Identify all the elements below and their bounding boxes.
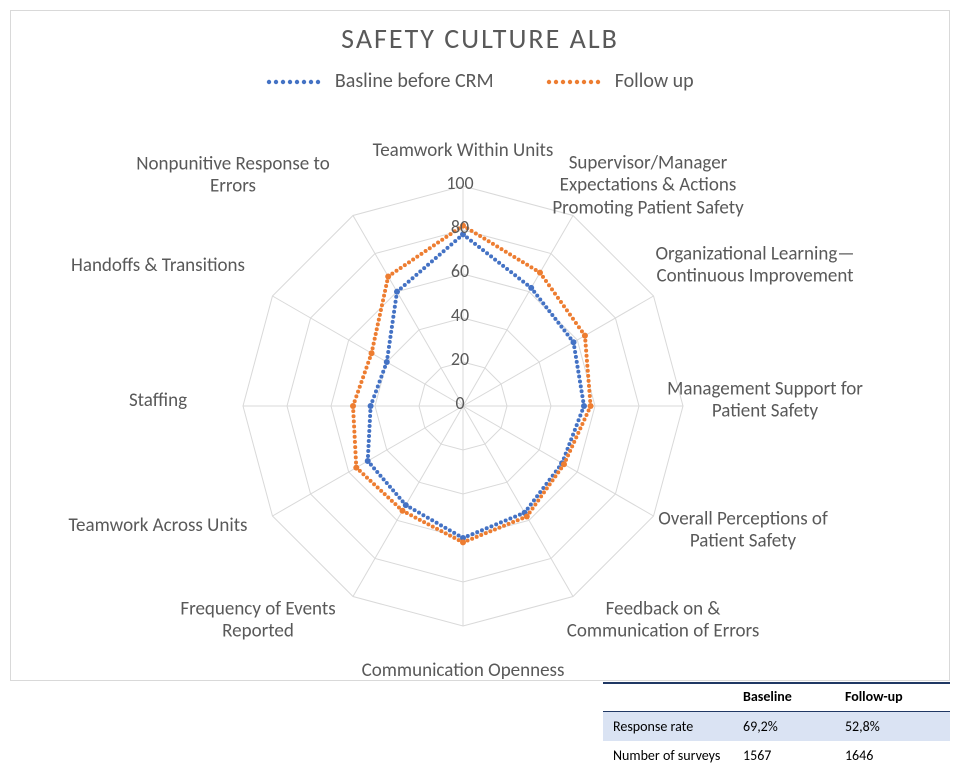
stats-table: Baseline Follow-up Response rate 69,2% 5… <box>603 682 950 770</box>
table-col-baseline: Baseline <box>733 683 835 712</box>
radial-tick-label: 100 <box>446 172 473 194</box>
table-cell: 1567 <box>733 741 835 770</box>
radial-tick-label: 0 <box>455 392 464 414</box>
radar-chart: Teamwork Within UnitsSupervisor/Manager … <box>11 11 951 682</box>
table-cell: 69,2% <box>733 712 835 742</box>
table-row: Number of surveys 1567 1646 <box>603 741 950 770</box>
table-row: Response rate 69,2% 52,8% <box>603 712 950 742</box>
radial-tick-label: 80 <box>451 216 469 238</box>
axis-label: Overall Perceptions of Patient Safety <box>633 509 853 554</box>
table-col-empty <box>603 683 733 712</box>
radial-tick-label: 40 <box>451 304 469 326</box>
chart-container: SAFETY CULTURE ALB Basline before CRM Fo… <box>10 10 950 681</box>
axis-label: Feedback on & Communication of Errors <box>553 599 773 644</box>
axis-label: Nonpunitive Response to Errors <box>123 154 343 199</box>
table-cell: 1646 <box>835 741 950 770</box>
radial-tick-label: 20 <box>451 348 469 370</box>
table-cell: Response rate <box>603 712 733 742</box>
radial-tick-label: 60 <box>451 260 469 282</box>
axis-label: Handoffs & Transitions <box>48 255 268 277</box>
axis-label: Frequency of Events Reported <box>148 599 368 644</box>
axis-label: Teamwork Across Units <box>48 515 268 537</box>
axis-label: Organizational Learning—Continuous Impro… <box>645 244 865 289</box>
table-header-row: Baseline Follow-up <box>603 683 950 712</box>
table-col-followup: Follow-up <box>835 683 950 712</box>
table-cell: Number of surveys <box>603 741 733 770</box>
axis-label: Supervisor/Manager Expectations & Action… <box>538 152 758 219</box>
axis-label: Management Support for Patient Safety <box>655 379 875 424</box>
table-cell: 52,8% <box>835 712 950 742</box>
axis-label: Communication Openness <box>353 660 573 682</box>
axis-label: Staffing <box>48 390 268 412</box>
